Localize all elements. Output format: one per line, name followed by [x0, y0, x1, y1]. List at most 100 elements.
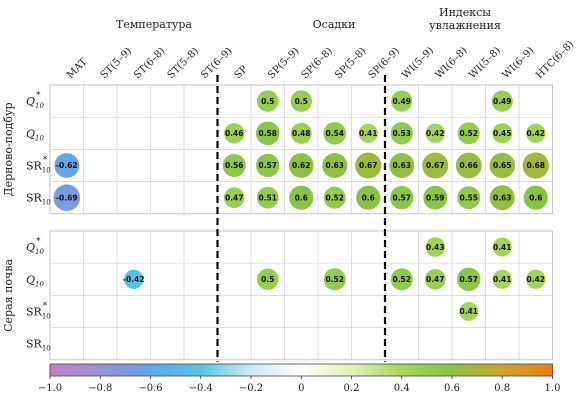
- cell-bubble: [425, 123, 445, 143]
- cell-bubble: [455, 152, 482, 179]
- cell-value-label: 0.53: [392, 129, 411, 138]
- cell-value-label: 0.52: [459, 129, 478, 138]
- cell-value-label: 0.41: [359, 129, 378, 138]
- cell-bubble: [491, 90, 513, 112]
- cell-bubble: [288, 153, 314, 178]
- cell-bubble: [492, 269, 512, 289]
- cell-bubble: [489, 152, 516, 179]
- cell-bubble: [526, 269, 546, 289]
- row-label: SR10*: [26, 156, 51, 175]
- cell-value-label: 0.45: [493, 129, 512, 138]
- column-headers: MAT ST(5–9)ST(6–8)ST(5–8)ST(6–9)SP SP(5–9)…: [65, 39, 576, 81]
- cell-bubble: [323, 122, 347, 145]
- cell-bubble: [459, 301, 479, 322]
- cell-bubble: [390, 186, 414, 210]
- cell-value-label: 0.56: [225, 161, 244, 170]
- cell-bubble: [492, 237, 512, 257]
- group-title-2: Индексы: [439, 6, 491, 19]
- column-header-0: MAT: [65, 56, 90, 81]
- cell-bubble: [124, 269, 144, 289]
- side-labels: Дерново-подбур Серая почва: [2, 102, 15, 331]
- cell-bubble: [526, 123, 546, 143]
- cell-value-label: 0.55: [459, 193, 478, 202]
- cell-value-label: 0.42: [526, 275, 545, 284]
- panel-label-0: Дерново-подбур: [2, 102, 15, 196]
- panel-label-1: Серая почва: [2, 258, 15, 331]
- row-label: Q10*: [26, 91, 44, 110]
- column-header-6: SP(5–9): [266, 46, 302, 82]
- group-separators: [216, 75, 387, 362]
- colorbar-tick-label: −0.6: [138, 383, 162, 394]
- cell-bubble: [425, 237, 446, 257]
- colorbar-gradient: [49, 363, 553, 377]
- panels: 0.5 0.5 0.49 0.49 0.46 0.58 0.48 0.54 0.41 0.53 0.…: [49, 84, 553, 361]
- cell-bubble: [323, 268, 346, 291]
- cell-value-label: 0.54: [325, 129, 344, 138]
- cell-value-label: 0.59: [426, 193, 445, 202]
- column-header-14: HTC(6–8): [534, 39, 576, 81]
- cell-bubble: [489, 185, 515, 211]
- column-header-8: SP(5–8): [333, 46, 369, 82]
- cell-bubble: [391, 90, 413, 112]
- column-header-12: WI(5–8): [467, 45, 503, 81]
- column-header-1: ST(5–9): [99, 46, 134, 81]
- cell-value-label: -0.69: [56, 193, 78, 202]
- cell-bubble: [522, 152, 549, 179]
- colorbar-tick-label: 1.0: [545, 383, 561, 394]
- cell-bubble: [256, 153, 280, 178]
- cell-bubble: [323, 186, 346, 209]
- cell-bubble: [492, 123, 513, 144]
- colorbar: −1.0 −0.8 −0.6 −0.4 −0.2 0 0.2 0.4 0.6 0.8 1.0: [38, 363, 561, 394]
- cell-bubble: [223, 187, 245, 209]
- cell-bubble: [390, 122, 413, 145]
- column-header-7: SP(6–8): [300, 46, 336, 82]
- column-header-3: ST(5–8): [166, 46, 201, 81]
- cell-bubble: [290, 90, 312, 112]
- cell-value-label: 0.6: [295, 193, 308, 202]
- cell-bubble: [53, 184, 81, 212]
- cell-value-label: 0.66: [459, 161, 478, 170]
- cell-bubble: [457, 186, 481, 210]
- cell-value-label: -0.42: [123, 275, 145, 284]
- cell-value-label: 0.62: [292, 161, 311, 170]
- cell-bubble: [54, 153, 80, 178]
- cell-bubble: [356, 185, 381, 210]
- cell-bubble: [224, 123, 245, 144]
- group-title-2: увлажнения: [429, 19, 501, 32]
- group-title-0: Температура: [116, 18, 192, 31]
- cell-value-label: 0.42: [526, 129, 545, 138]
- cell-bubble: [257, 90, 279, 112]
- column-header-10: WI(5–9): [400, 45, 436, 81]
- cell-bubble: [390, 268, 413, 291]
- cell-value-label: 0.46: [225, 129, 244, 138]
- cell-value-label: 0.43: [426, 243, 445, 252]
- cell-bubble: [457, 122, 480, 145]
- cell-value-label: 0.57: [258, 161, 277, 170]
- cell-value-label: 0.6: [529, 193, 542, 202]
- cell-value-label: 0.63: [325, 161, 344, 170]
- column-header-13: WI(6–9): [501, 45, 537, 81]
- colorbar-tick-label: −0.4: [189, 383, 213, 394]
- cell-bubble: [222, 153, 246, 178]
- cell-value-label: 0.48: [292, 129, 311, 138]
- colorbar-tick-label: −1.0: [38, 383, 62, 394]
- cell-value-label: 0.47: [426, 275, 445, 284]
- cell-value-label: 0.6: [362, 193, 375, 202]
- cell-bubble: [358, 123, 378, 143]
- panel-0: 0.5 0.5 0.49 0.49 0.46 0.58 0.48 0.54 0.41 0.53 0.…: [49, 84, 553, 215]
- cell-value-label: 0.65: [493, 161, 512, 170]
- cell-value-label: 0.41: [493, 275, 512, 284]
- cell-value-label: 0.41: [493, 243, 512, 252]
- column-header-2: ST(6–8): [132, 46, 167, 81]
- cell-value-label: 0.52: [325, 275, 344, 284]
- cell-value-label: 0.5: [261, 97, 274, 106]
- colorbar-tick-label: 0.8: [494, 383, 510, 394]
- row-label: SR10: [26, 338, 51, 353]
- row-label: SR10*: [26, 302, 51, 321]
- cell-bubble: [322, 152, 348, 179]
- cell-bubble: [355, 152, 382, 179]
- colorbar-tick-label: 0.6: [444, 383, 460, 394]
- row-labels: Q10* Q10 SR10* SR10 Q10* Q10 SR10* SR10: [26, 91, 51, 353]
